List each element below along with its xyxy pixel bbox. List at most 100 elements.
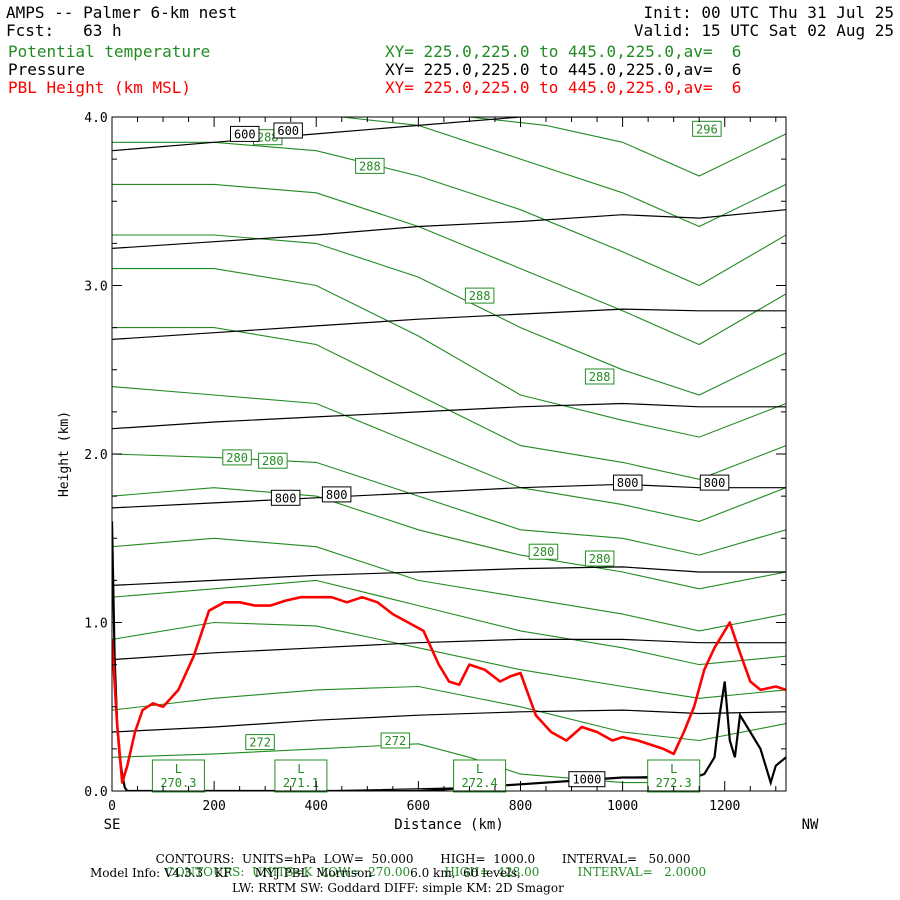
low-center-box [274, 759, 328, 793]
theta-contour-line [112, 234, 786, 396]
theta-contour-label: CONTOURS: UNITS=K [165, 865, 313, 879]
theta-contour-label-box [464, 287, 495, 304]
theta-contour-line [112, 621, 786, 699]
theta-contour-label: 296 [696, 122, 718, 136]
pressure-contour-label: 800 [326, 488, 348, 502]
low-center-letter: L [175, 762, 182, 776]
theta-contour-line [112, 579, 786, 666]
pressure-contour-label-box [699, 474, 730, 491]
init-time: Init: 00 UTC Thu 31 Jul 25 [643, 3, 894, 22]
pressure-contour-label: 800 [704, 476, 726, 490]
theta-contour-label-box [245, 734, 275, 751]
pressure-contour-label: 800 [275, 491, 297, 505]
theta-contour-low: LOW= 270.00 [320, 865, 411, 879]
x-axis-left-label: SE [104, 817, 121, 833]
pressure-contour-line [112, 209, 786, 249]
theta-contour-line [112, 537, 786, 632]
pressure-contour-label: 800 [617, 476, 639, 490]
theta-contour-label: 272 [249, 736, 271, 750]
theta-contour-label-box [380, 732, 411, 749]
pressure-contour-label: CONTOURS: UNITS=hPa [155, 852, 317, 866]
model-info-2: LW: RRTM SW: Goddard DIFF: simple KM: 2D… [232, 881, 564, 895]
theta-contour-interval: INTERVAL= 2.0000 [577, 865, 707, 879]
theta-contour-line [112, 183, 786, 346]
y-tick-label: 1.0 [84, 617, 107, 632]
pressure-contour-high: HIGH= 1000.0 [440, 852, 536, 866]
theta-contour-line [112, 453, 786, 556]
pressure-contour-line [112, 308, 786, 340]
model-info-1: Model Info: V4.3.3 KF MYJ PBL Morrison 6… [90, 866, 521, 880]
low-center-value: 270.3 [160, 776, 196, 790]
field-name-pbl: PBL Height (km MSL) [8, 78, 192, 97]
low-center-box [151, 759, 205, 793]
pressure-contour-line [112, 709, 786, 733]
field-xy-theta: XY= 225.0,225.0 to 445.0,225.0,av= 6 [385, 42, 742, 61]
pressure-contours [112, 117, 786, 791]
pressure-contour-label-box [230, 125, 260, 142]
theta-contour-label: 280 [226, 451, 248, 465]
y-tick-label: 2.0 [84, 448, 107, 463]
theta-contour-label: 280 [262, 454, 284, 468]
x-tick-label: 0 [108, 799, 116, 814]
theta-contour-label-box [355, 157, 385, 174]
y-tick-label: 3.0 [84, 280, 107, 295]
pressure-contour-low: LOW= 50.000 [323, 852, 414, 866]
low-center-value: 272.4 [462, 776, 498, 790]
pressure-contour-line [112, 117, 786, 152]
plot-frame [111, 116, 787, 792]
pressure-contour-interval: INTERVAL= 50.000 [561, 852, 691, 866]
forecast-hour: Fcst: 63 h [6, 21, 122, 40]
theta-contour-line [112, 685, 786, 742]
low-center-letter: L [476, 762, 483, 776]
low-center-value: 272.3 [656, 776, 692, 790]
theta-contour-label-box [584, 550, 615, 567]
x-axis-label: Distance (km) [394, 817, 504, 833]
field-name-theta: Potential temperature [8, 42, 211, 61]
terrain-line-group [112, 521, 786, 791]
axes: 0 200 400 600 800 1000 1200 0.0 1.0 2.0 3.0 4.0 [84, 111, 786, 814]
pressure-contour-label: 1000 [572, 773, 601, 787]
theta-contour-info: CONTOURS: UNITS=K LOW= 270.00 HIGH= 428.… [158, 851, 706, 879]
pbl-line-group [112, 595, 786, 784]
x-tick-label: 200 [202, 799, 225, 814]
pressure-contour-label-box [321, 486, 352, 503]
theta-contour-label-box [584, 368, 615, 385]
pressure-contour-label: 600 [277, 124, 299, 138]
pressure-contour-line [112, 483, 786, 509]
valid-time: Valid: 15 UTC Sat 02 Aug 25 [633, 21, 894, 40]
theta-contour-line [112, 268, 786, 438]
theta-contour-line [469, 117, 786, 177]
pbl-height-line [112, 595, 786, 784]
theta-contour-label-box [528, 543, 559, 560]
theta-contour-line [112, 743, 700, 784]
theta-contour-label: 288 [359, 159, 381, 173]
low-center-value: 271.1 [283, 776, 319, 790]
theta-contours [112, 117, 786, 784]
theta-contour-label-box [258, 452, 288, 469]
low-center-letter: L [297, 762, 304, 776]
theta-contour-line [112, 487, 786, 590]
pressure-contour-label-box [273, 122, 303, 139]
pressure-contour-line [112, 402, 786, 430]
x-tick-label: 1000 [607, 799, 638, 814]
theta-contour-label: 288 [257, 131, 279, 145]
theta-contour-line [265, 117, 786, 228]
x-axis-right-label: NW [802, 817, 819, 833]
theta-contour-label-box [222, 449, 252, 466]
x-tick-label: 1200 [709, 799, 740, 814]
pressure-contour-info: CONTOURS: UNITS=hPa LOW= 50.000 HIGH= 10… [148, 838, 691, 866]
pressure-contour-line [112, 566, 786, 586]
model-title: AMPS -- Palmer 6-km nest [6, 3, 238, 22]
theta-contour-label: 280 [589, 552, 611, 566]
theta-contour-high: HIGH= 428.00 [444, 865, 540, 879]
pressure-contour-label: 600 [234, 127, 256, 141]
theta-contour-label: 272 [385, 734, 407, 748]
theta-contour-label: 288 [589, 370, 611, 384]
theta-contour-label-box [692, 120, 722, 137]
contour-labels: 288 288 288 288 296 280 280 280 280 272 272 600 600 8… [151, 120, 730, 793]
theta-contour-label: 280 [533, 545, 555, 559]
field-name-pressure: Pressure [8, 60, 86, 79]
terrain-line [112, 521, 786, 791]
theta-contour-line [112, 141, 786, 287]
